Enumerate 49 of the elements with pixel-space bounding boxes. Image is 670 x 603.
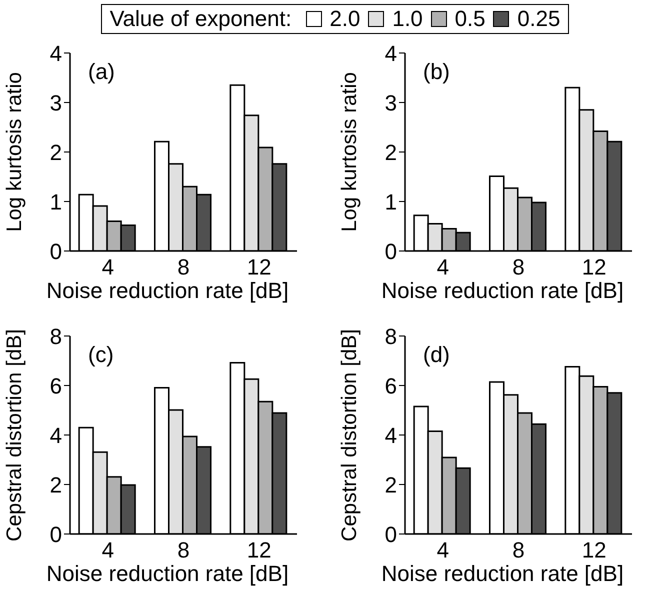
y-tick-label: 2 xyxy=(50,140,62,165)
x-tick-label: 8 xyxy=(512,254,525,280)
y-tick-label: 3 xyxy=(384,90,397,116)
y-axis-title: Cepstral distortion [dB] xyxy=(2,328,27,542)
y-tick-label: 0 xyxy=(384,522,397,547)
legend-title: Value of exponent: xyxy=(110,6,292,32)
legend-label: 1.0 xyxy=(392,6,423,32)
legend-label: 2.0 xyxy=(330,6,360,32)
annotation: (a) xyxy=(88,59,115,85)
x-tick-label: 4 xyxy=(102,538,114,563)
x-tick-label: 4 xyxy=(436,538,449,563)
y-tick-label: 1 xyxy=(50,189,62,214)
y-tick-label: 8 xyxy=(384,324,397,349)
y-tick-label: 3 xyxy=(50,90,62,116)
x-tick-label: 8 xyxy=(177,254,190,280)
y-tick-label: 6 xyxy=(384,373,397,398)
x-tick-label: 8 xyxy=(177,538,190,563)
x-axis-title: Noise reduction rate [dB] xyxy=(380,278,625,304)
annotation: (b) xyxy=(423,59,450,85)
y-tick-label: 4 xyxy=(50,422,62,448)
y-axis-title: Cepstral distortion [dB] xyxy=(337,328,362,542)
y-tick-label: 2 xyxy=(384,472,397,498)
x-tick-label: 12 xyxy=(582,538,606,563)
x-tick-label: 8 xyxy=(512,538,525,563)
legend-label: 0.25 xyxy=(517,6,560,32)
y-tick-label: 1 xyxy=(384,189,397,214)
y-tick-label: 2 xyxy=(384,140,397,165)
y-tick-label: 2 xyxy=(50,472,62,498)
x-tick-label: 12 xyxy=(582,254,606,280)
x-axis-title: Noise reduction rate [dB] xyxy=(45,278,290,304)
y-tick-label: 8 xyxy=(50,324,62,349)
y-tick-label: 6 xyxy=(50,373,62,398)
x-axis-title: Noise reduction rate [dB] xyxy=(380,561,625,587)
legend-label: 0.5 xyxy=(454,6,486,32)
x-tick-label: 4 xyxy=(436,254,449,280)
y-tick-label: 4 xyxy=(50,40,62,66)
x-axis-title: Noise reduction rate [dB] xyxy=(45,561,290,587)
y-tick-label: 0 xyxy=(50,238,62,264)
x-tick-label: 4 xyxy=(102,254,114,280)
annotation: (d) xyxy=(423,342,450,368)
annotation: (c) xyxy=(88,342,114,368)
y-axis-title: Log kurtosis ratio xyxy=(337,72,362,232)
x-tick-label: 12 xyxy=(246,538,272,563)
y-tick-label: 4 xyxy=(384,422,397,448)
y-tick-label: 0 xyxy=(384,238,397,264)
y-tick-label: 4 xyxy=(384,40,397,66)
x-tick-label: 12 xyxy=(246,254,272,280)
y-tick-label: 0 xyxy=(50,522,62,547)
y-axis-title: Log kurtosis ratio xyxy=(2,72,27,232)
